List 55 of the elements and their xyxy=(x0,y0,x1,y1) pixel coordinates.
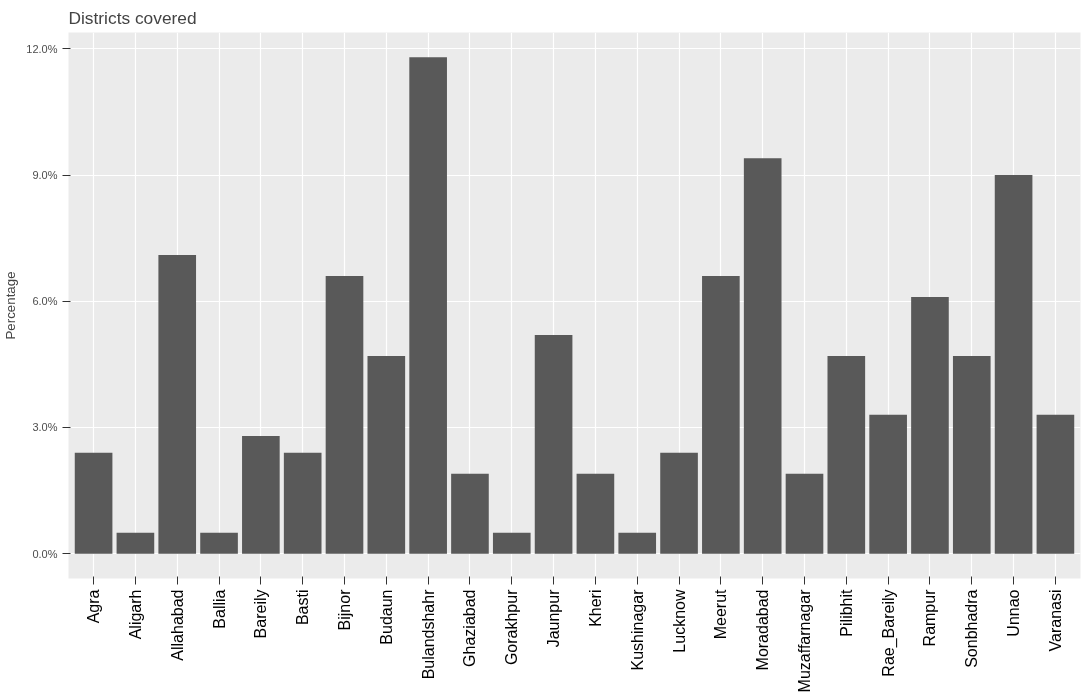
x-tick-label: Varanasi xyxy=(1046,589,1064,652)
bar xyxy=(74,452,113,554)
bar xyxy=(116,532,155,554)
y-tick-label: 9.0% xyxy=(32,169,58,182)
x-tick-label: Lucknow xyxy=(670,589,688,653)
bar xyxy=(492,532,531,554)
bar xyxy=(576,473,615,554)
x-tick-label: Allahabad xyxy=(168,589,186,661)
bar xyxy=(702,276,740,554)
x-tick-label: Unnao xyxy=(1005,589,1023,637)
y-tick-label: 3.0% xyxy=(32,421,58,434)
x-tick-label: Meerut xyxy=(712,588,730,640)
bar xyxy=(1036,414,1075,554)
x-tick-label: Gorakhpur xyxy=(503,588,521,666)
bar xyxy=(451,473,489,554)
bar xyxy=(785,473,824,554)
bar xyxy=(158,255,197,554)
x-tick-label: Jaunpur xyxy=(545,588,563,648)
x-tick-label: Bulandshahr xyxy=(419,588,437,680)
x-tick-label: Aligarh xyxy=(126,589,144,640)
bar xyxy=(367,355,406,554)
bar xyxy=(660,452,698,554)
bar xyxy=(618,532,657,554)
y-axis-title: Percentage xyxy=(3,271,19,340)
x-tick-label: Kheri xyxy=(586,589,604,627)
x-tick-label: Sonbhadra xyxy=(963,589,981,668)
bar xyxy=(994,175,1033,554)
bar xyxy=(242,435,280,554)
chart-title: Districts covered xyxy=(68,7,197,28)
x-tick-label: Rampur xyxy=(921,588,939,647)
x-tick-label: Ghaziabad xyxy=(461,589,479,667)
y-tick-label: 6.0% xyxy=(32,295,58,308)
x-tick-label: Ballia xyxy=(210,589,228,629)
x-tick-label: Pilibhit xyxy=(837,588,855,637)
bar xyxy=(200,532,238,554)
y-tick-label: 12.0% xyxy=(26,42,58,55)
bar xyxy=(534,334,573,554)
bar xyxy=(869,414,907,554)
x-tick-label: Kushinagar xyxy=(628,588,646,671)
x-tick-label: Muzaffarnagar xyxy=(796,588,813,693)
x-tick-label: Agra xyxy=(85,589,103,624)
x-tick-label: Bareily xyxy=(252,589,270,639)
x-tick-label: Budaun xyxy=(377,589,395,645)
bar xyxy=(409,57,447,554)
x-tick-label: Basti xyxy=(294,589,312,626)
y-tick-label: 0.0% xyxy=(32,547,58,560)
bar xyxy=(952,355,991,554)
bar xyxy=(325,276,364,554)
bar xyxy=(283,452,322,554)
bar xyxy=(743,158,782,554)
x-tick-label: Bijnor xyxy=(336,588,353,631)
x-tick-label: Rae_Bareily xyxy=(879,589,898,677)
bar xyxy=(827,355,866,554)
bar xyxy=(911,297,949,554)
x-tick-label: Moradabad xyxy=(754,589,772,671)
